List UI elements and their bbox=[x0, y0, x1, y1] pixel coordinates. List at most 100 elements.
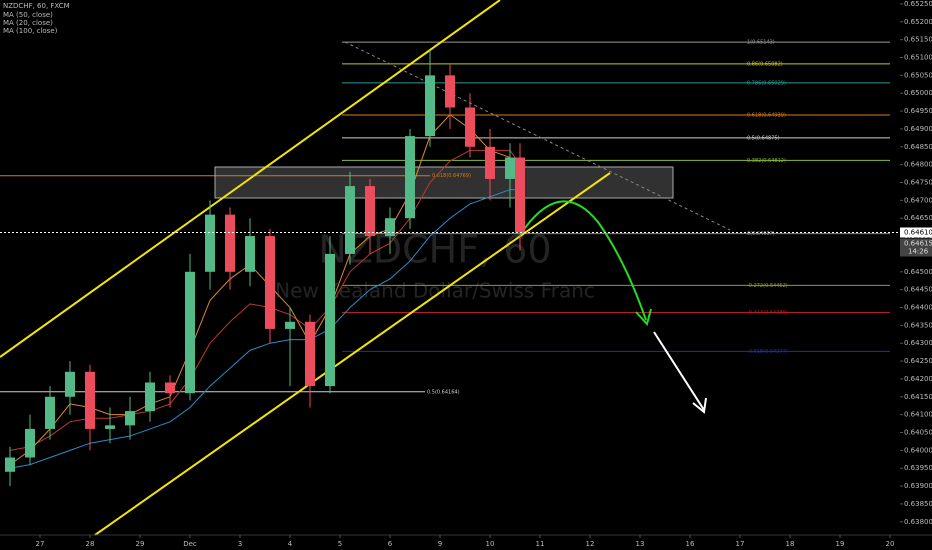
arrow-head bbox=[692, 397, 707, 414]
y-tick-label: 0.64850 bbox=[904, 143, 932, 151]
candle-body bbox=[245, 236, 255, 272]
candle-body bbox=[225, 214, 235, 272]
fib-label: 0(0.64607) bbox=[747, 231, 775, 237]
x-tick-label: 13 bbox=[636, 540, 645, 548]
x-tick-label: 9 bbox=[438, 540, 442, 548]
x-tick-label: 27 bbox=[36, 540, 45, 548]
x-tick-label: 11 bbox=[536, 540, 545, 548]
x-tick-label: 10 bbox=[486, 540, 495, 548]
y-tick-label: 0.65100 bbox=[904, 54, 932, 62]
y-tick-label: 0.63900 bbox=[904, 482, 932, 490]
candle-body bbox=[25, 428, 35, 458]
legend-ma: MA (20, close) bbox=[3, 19, 53, 27]
y-tick-label: 0.64300 bbox=[904, 339, 932, 347]
level-label: 0.5(0.64164) bbox=[427, 389, 460, 395]
y-tick-label: 0.63800 bbox=[904, 518, 932, 526]
x-tick-label: 3 bbox=[238, 540, 242, 548]
fib-label: 0.786(0.65029) bbox=[747, 80, 786, 86]
candle-body bbox=[405, 136, 415, 219]
candle-body bbox=[505, 157, 515, 179]
y-tick-label: 0.63850 bbox=[904, 500, 932, 508]
fib-label: 0.86(0.65082) bbox=[747, 61, 783, 67]
channel-line bbox=[0, 0, 501, 358]
y-tick-label: 0.64350 bbox=[904, 321, 932, 329]
y-tick-label: 0.65050 bbox=[904, 71, 932, 79]
fib-label: 1(0.65143) bbox=[747, 40, 775, 46]
channel-line bbox=[94, 172, 611, 536]
y-tick-label: 0.64450 bbox=[904, 286, 932, 294]
candle-body bbox=[65, 371, 75, 397]
candle-body bbox=[125, 411, 135, 426]
fib-label: -0.414(0.64386) bbox=[747, 310, 788, 316]
y-tick-label: 0.64000 bbox=[904, 446, 932, 454]
x-tick-label: 4 bbox=[288, 540, 293, 548]
forecast-arrow bbox=[653, 331, 705, 411]
y-tick-label: 0.64150 bbox=[904, 393, 932, 401]
legend-ma: MA (50, close) bbox=[3, 11, 53, 19]
x-tick-label: 17 bbox=[736, 540, 745, 548]
candle-body bbox=[285, 321, 295, 329]
x-tick-label: 29 bbox=[136, 540, 145, 548]
y-tick-label: 0.64900 bbox=[904, 125, 932, 133]
current-price-box bbox=[900, 227, 932, 238]
zone-rect bbox=[214, 166, 674, 199]
candle-body bbox=[425, 75, 435, 137]
y-tick-label: 0.64200 bbox=[904, 375, 932, 383]
y-tick-label: 0.63950 bbox=[904, 464, 932, 472]
y-tick-label: 0.64500 bbox=[904, 268, 932, 276]
current-price-label: 0.64610 bbox=[904, 229, 932, 237]
x-tick-label: Dec bbox=[183, 540, 197, 548]
forecast-arc bbox=[519, 200, 647, 321]
y-tick-label: 0.64700 bbox=[904, 196, 932, 204]
x-tick-label: 6 bbox=[388, 540, 393, 548]
watermark: NZDCHF, 60 bbox=[318, 228, 551, 272]
candle-body bbox=[515, 157, 525, 233]
candle-body bbox=[365, 186, 375, 237]
fib-label: -0.272(0.64462) bbox=[747, 283, 788, 289]
candle-body bbox=[345, 186, 355, 254]
fib-label: -0.618(0.64277) bbox=[747, 349, 788, 355]
candle-body bbox=[385, 218, 395, 237]
x-tick-label: 28 bbox=[86, 540, 95, 548]
fib-label: 0.382(0.64812) bbox=[747, 158, 786, 164]
candle-body bbox=[445, 75, 455, 108]
y-tick-label: 0.65200 bbox=[904, 18, 932, 26]
y-tick-label: 0.65000 bbox=[904, 89, 932, 97]
legend-ma: MA (100, close) bbox=[3, 27, 58, 35]
y-tick-label: 0.64650 bbox=[904, 214, 932, 222]
candle-body bbox=[265, 236, 275, 329]
candle-body bbox=[205, 214, 215, 272]
candle-body bbox=[45, 396, 55, 429]
x-tick-label: 16 bbox=[686, 540, 695, 548]
candle-body bbox=[85, 371, 95, 429]
y-tick-label: 0.65150 bbox=[904, 36, 932, 44]
y-tick-label: 0.64400 bbox=[904, 304, 932, 312]
arrow-head bbox=[635, 308, 652, 327]
candle-body bbox=[325, 253, 335, 387]
y-tick-label: 0.64250 bbox=[904, 357, 932, 365]
candle-body bbox=[185, 271, 195, 394]
countdown: 14:26 bbox=[908, 248, 929, 256]
candle-body bbox=[145, 382, 155, 412]
candle-body bbox=[465, 107, 475, 147]
x-tick-label: 5 bbox=[338, 540, 342, 548]
y-tick-label: 0.64750 bbox=[904, 179, 932, 187]
x-tick-label: 12 bbox=[586, 540, 595, 548]
y-tick-label: 0.64100 bbox=[904, 411, 932, 419]
bid-label: 0.64615 bbox=[904, 240, 932, 248]
y-tick-label: 0.64950 bbox=[904, 107, 932, 115]
candle-body bbox=[105, 425, 115, 429]
fib-label: 0.5(0.64875) bbox=[747, 135, 780, 141]
x-tick-label: 20 bbox=[886, 540, 895, 548]
legend-symbol: NZDCHF, 60, FXCM bbox=[3, 2, 70, 10]
candle-body bbox=[485, 146, 495, 179]
drawings-under bbox=[214, 166, 674, 199]
x-tick-label: 18 bbox=[786, 540, 795, 548]
candle-body bbox=[5, 457, 15, 472]
candle-body bbox=[165, 382, 175, 394]
bid-box bbox=[900, 238, 932, 257]
candle-body bbox=[305, 321, 315, 387]
level-label: 0.618(0.64769) bbox=[432, 173, 471, 179]
y-tick-label: 0.65250 bbox=[904, 0, 932, 8]
